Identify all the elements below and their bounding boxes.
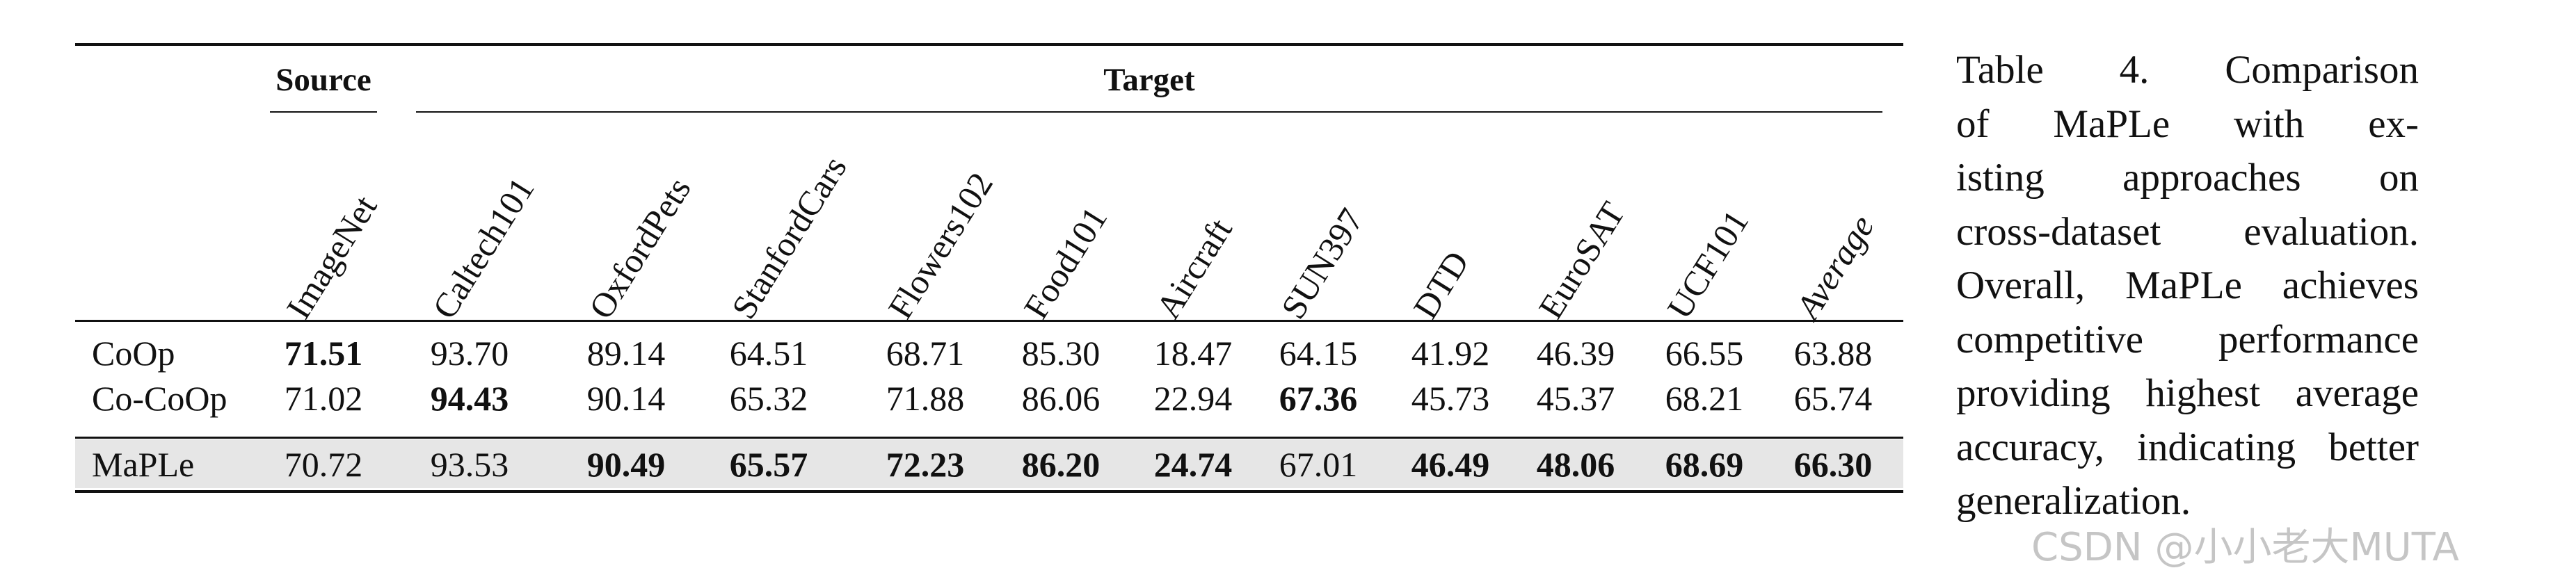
table-cell: 64.15 — [1279, 334, 1358, 373]
bottom-rule — [75, 490, 1903, 493]
table-cell: 71.88 — [886, 379, 965, 418]
table-cell: 86.06 — [1021, 379, 1101, 418]
table-cell: 48.06 — [1536, 445, 1615, 484]
column-header: SUN397 — [1273, 201, 1371, 326]
column-header: Aircraft — [1148, 211, 1240, 326]
column-header: Food101 — [1016, 200, 1115, 326]
table-cell: 68.21 — [1665, 379, 1744, 418]
column-header: EuroSAT — [1530, 195, 1633, 326]
source-underline — [270, 111, 377, 113]
column-header: UCF101 — [1659, 203, 1757, 326]
column-header: Average — [1788, 208, 1882, 326]
column-header: StanfordCars — [723, 149, 854, 326]
top-rule — [75, 43, 1903, 46]
caption-line: Overall, MaPLe achieves — [1956, 263, 2419, 307]
table-cell: 46.39 — [1536, 334, 1615, 373]
table-cell: 90.49 — [586, 445, 666, 484]
table-cell: 41.92 — [1411, 334, 1490, 373]
table-cell: 90.14 — [586, 379, 666, 418]
caption-line: cross-dataset evaluation. — [1956, 209, 2419, 254]
watermark: CSDN @小小老大MUTA — [2031, 525, 2459, 570]
table-cell: 46.49 — [1411, 445, 1490, 484]
column-header: OxfordPets — [581, 170, 698, 326]
table-cell: 65.74 — [1793, 379, 1873, 418]
table-cell: 68.71 — [886, 334, 965, 373]
table-cell: 18.47 — [1153, 334, 1233, 373]
table-cell: 66.30 — [1793, 445, 1873, 484]
row-method-label: Co-CoOp — [92, 379, 227, 418]
table-cell: 93.70 — [430, 334, 509, 373]
table-cell: 71.02 — [284, 379, 363, 418]
table-cell: 86.20 — [1021, 445, 1101, 484]
target-underline — [416, 111, 1882, 113]
table-cell: 24.74 — [1153, 445, 1233, 484]
mid-rule — [75, 437, 1903, 439]
column-header: ImageNet — [278, 188, 385, 326]
target-header: Target — [1103, 62, 1195, 98]
table-cell: 71.51 — [284, 334, 363, 373]
table-caption: Table 4. Comparison of MaPLe with ex- is… — [1956, 43, 2419, 528]
caption-line: competitive performance — [1956, 317, 2419, 362]
maple-row-highlight — [75, 439, 1903, 488]
table-cell: 45.37 — [1536, 379, 1615, 418]
table-cell: 89.14 — [586, 334, 666, 373]
caption-line: accuracy, indicating better — [1956, 425, 2419, 469]
caption-line: Table 4. Comparison — [1956, 48, 2419, 92]
row-method-label: CoOp — [92, 334, 175, 373]
row-method-label: MaPLe — [92, 445, 195, 484]
table-cell: 85.30 — [1021, 334, 1101, 373]
table-cell: 63.88 — [1793, 334, 1873, 373]
table-cell: 65.57 — [729, 445, 808, 484]
header-rule — [75, 320, 1903, 322]
table-cell: 45.73 — [1411, 379, 1490, 418]
table-cell: 67.36 — [1279, 379, 1358, 418]
table-cell: 22.94 — [1153, 379, 1233, 418]
table-cell: 72.23 — [886, 445, 965, 484]
table-cell: 64.51 — [729, 334, 808, 373]
caption-line: isting approaches on — [1956, 156, 2419, 200]
column-header: DTD — [1405, 244, 1477, 326]
table-cell: 94.43 — [430, 379, 509, 418]
caption-line: of MaPLe with ex- — [1956, 102, 2419, 146]
column-header: Caltech101 — [424, 170, 542, 326]
table-cell: 93.53 — [430, 445, 509, 484]
source-header: Source — [275, 62, 371, 98]
table-cell: 67.01 — [1279, 445, 1358, 484]
caption-line: providing highest average — [1956, 371, 2419, 415]
caption-line: generalization. — [1956, 479, 2191, 523]
column-header: Flowers102 — [880, 165, 1001, 326]
table-cell: 68.69 — [1665, 445, 1744, 484]
table-cell: 66.55 — [1665, 334, 1744, 373]
table-cell: 70.72 — [284, 445, 363, 484]
table-cell: 65.32 — [729, 379, 808, 418]
